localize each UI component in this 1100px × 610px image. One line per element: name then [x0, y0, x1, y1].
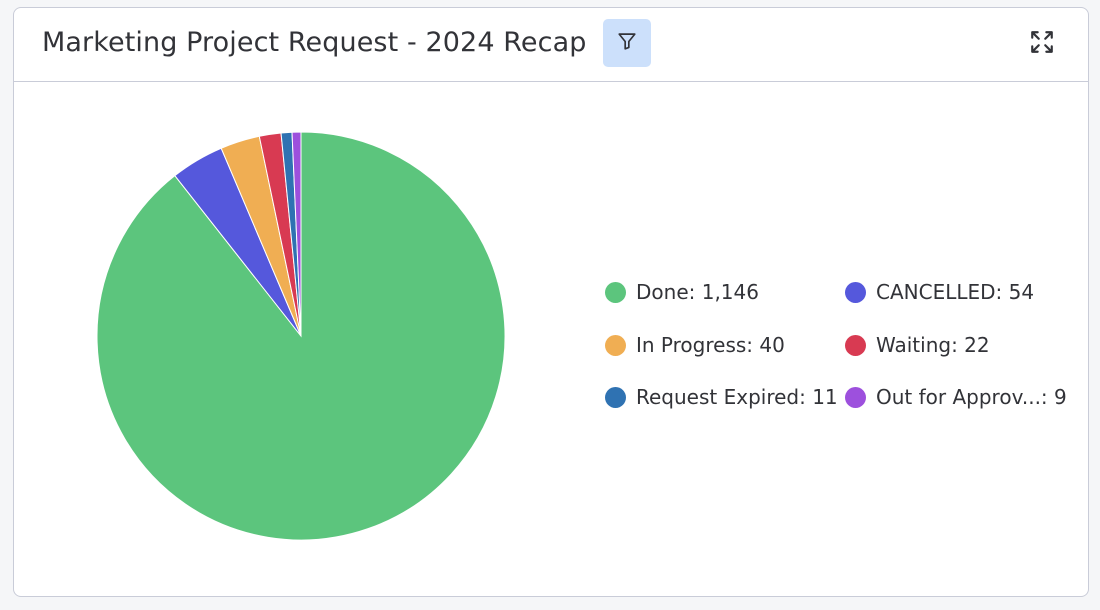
- widget-title: Marketing Project Request - 2024 Recap: [42, 27, 587, 58]
- pie-slice-out-for-approv[interactable]: [291, 131, 302, 337]
- filter-icon: [616, 30, 638, 56]
- legend-label: Waiting: 22: [876, 333, 990, 357]
- widget-header: Marketing Project Request - 2024 Recap: [14, 8, 1088, 82]
- legend-item[interactable]: CANCELLED: 54: [845, 280, 1034, 304]
- legend-item[interactable]: Request Expired: 11: [605, 385, 838, 409]
- legend-item[interactable]: In Progress: 40: [605, 333, 785, 357]
- expand-button[interactable]: [1024, 26, 1060, 62]
- pie-chart: [96, 131, 506, 541]
- legend-item[interactable]: Done: 1,146: [605, 280, 759, 304]
- legend-color-dot: [605, 281, 626, 303]
- legend-color-dot: [845, 386, 866, 408]
- legend-label: In Progress: 40: [636, 333, 785, 357]
- expand-icon: [1029, 29, 1055, 59]
- legend-color-dot: [845, 334, 866, 356]
- filter-button[interactable]: [603, 19, 651, 67]
- legend-label: Request Expired: 11: [636, 385, 838, 409]
- chart-area: Done: 1,146 CANCELLED: 54 In Progress: 40 W…: [14, 82, 1088, 596]
- legend-label: Done: 1,146: [636, 280, 759, 304]
- legend-label: Out for Approv...: 9: [876, 385, 1067, 409]
- chart-widget: Marketing Project Request - 2024 Recap D…: [13, 7, 1089, 597]
- legend-item[interactable]: Waiting: 22: [845, 333, 990, 357]
- legend-item[interactable]: Out for Approv...: 9: [845, 385, 1067, 409]
- legend-color-dot: [605, 334, 626, 356]
- legend-color-dot: [605, 386, 626, 408]
- legend-label: CANCELLED: 54: [876, 280, 1035, 304]
- legend-color-dot: [845, 281, 866, 303]
